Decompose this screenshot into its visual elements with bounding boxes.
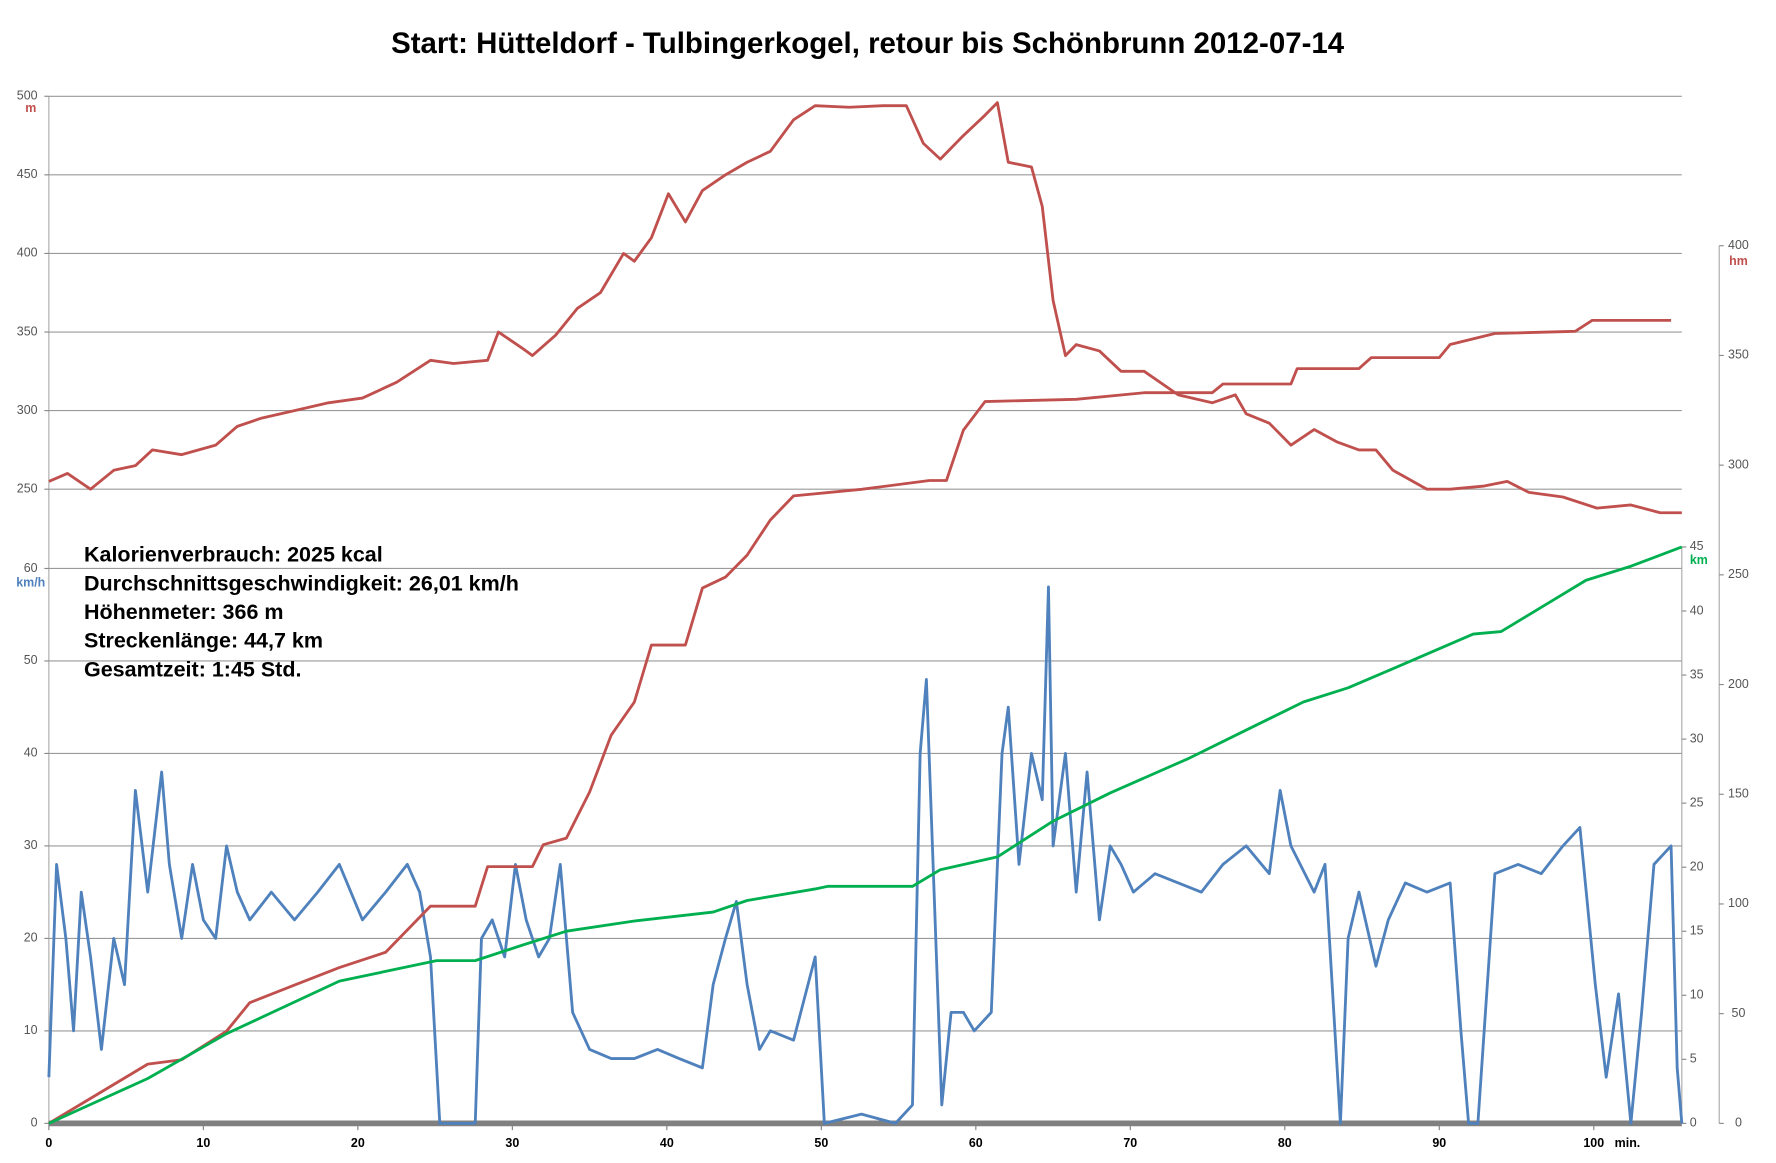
y4-tick-label: 20: [1690, 859, 1704, 873]
y3-tick-label: 0: [31, 1116, 38, 1130]
y4-tick-label: 35: [1690, 667, 1704, 681]
x-tick-label: 90: [1432, 1136, 1446, 1150]
annotation: Kalorienverbrauch: 2025 kcal: [84, 543, 383, 567]
y-tick-label: 450: [17, 167, 38, 181]
series-line: [47, 585, 1684, 1125]
y4-tick-label: 45: [1690, 539, 1704, 553]
y-tick-label: 350: [17, 324, 38, 338]
y3-tick-label: 10: [24, 1023, 38, 1037]
x-tick-label: 80: [1278, 1136, 1292, 1150]
y4-tick-label: 10: [1690, 988, 1704, 1002]
y2-axis-label: hm: [1729, 254, 1748, 268]
x-tick-label: 60: [969, 1136, 983, 1150]
x-tick-label: 40: [660, 1136, 674, 1150]
chart-title: Start: Hütteldorf - Tulbingerkogel, reto…: [391, 27, 1345, 60]
y2-tick-label: 200: [1728, 677, 1749, 691]
x-tick-label: 10: [196, 1136, 210, 1150]
y2-tick-label: 100: [1728, 896, 1749, 910]
y4-tick-label: 0: [1690, 1116, 1697, 1130]
y-tick-label: 400: [17, 246, 38, 260]
y4-tick-label: 40: [1690, 603, 1704, 617]
y2-tick-label: 350: [1728, 348, 1749, 362]
y4-axis-label: km: [1690, 553, 1708, 567]
y3-tick-label: 30: [24, 838, 38, 852]
annotation: Gesamtzeit: 1:45 Std.: [84, 657, 301, 681]
y4-tick-label: 30: [1690, 731, 1704, 745]
x-axis-label: min.: [1615, 1136, 1641, 1150]
x-tick-label: 70: [1123, 1136, 1137, 1150]
y-tick-label: 250: [17, 481, 38, 495]
y-tick-label: 300: [17, 403, 38, 417]
annotation: Durchschnittsgeschwindigkeit: 26,01 km/h: [84, 571, 519, 595]
y3-tick-label: 60: [24, 561, 38, 575]
y2-tick-label: 400: [1728, 238, 1749, 252]
y4-tick-label: 15: [1690, 924, 1704, 938]
y2-tick-label: 150: [1728, 787, 1749, 801]
y2-tick-label: 300: [1728, 457, 1749, 471]
annotations: Kalorienverbrauch: 2025 kcal Durchschnitt…: [84, 543, 519, 682]
y2-tick-label: 250: [1728, 567, 1749, 581]
annotation: Höhenmeter: 366 m: [84, 600, 284, 624]
y4-tick-label: 25: [1690, 795, 1704, 809]
annotation: Streckenlänge: 44,7 km: [84, 629, 323, 653]
y3-tick-label: 20: [24, 931, 38, 945]
x-tick-label: 30: [505, 1136, 519, 1150]
y3-tick-label: 50: [24, 653, 38, 667]
y-tick-label: 500: [17, 89, 38, 103]
x-tick-label: 100: [1583, 1136, 1604, 1150]
series-line: [48, 318, 1672, 1125]
x-tick-label: 20: [351, 1136, 365, 1150]
series-line: [48, 101, 1682, 515]
y2-tick-label: 50: [1732, 1006, 1746, 1020]
x-tick-label: 0: [45, 1136, 52, 1150]
y3-axis-label: km/h: [16, 575, 45, 589]
y4-tick-label: 5: [1690, 1052, 1697, 1066]
series-line: [48, 545, 1683, 1125]
x-tick-label: 50: [814, 1136, 828, 1150]
y2-tick-label: 0: [1735, 1116, 1742, 1130]
y3-tick-label: 40: [24, 746, 38, 760]
y-axis-label: m: [25, 101, 36, 115]
